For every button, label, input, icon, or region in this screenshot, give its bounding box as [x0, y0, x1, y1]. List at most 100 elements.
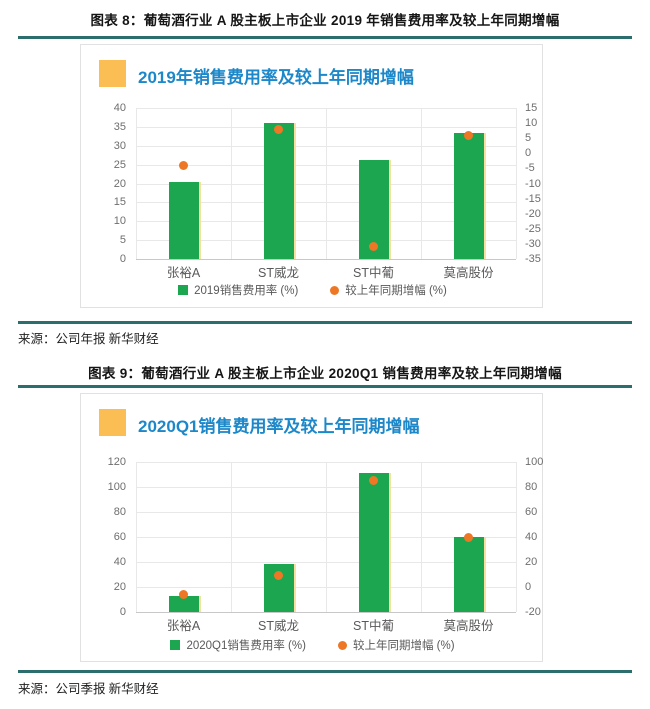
dot-3	[464, 130, 473, 140]
dot-1	[274, 124, 283, 134]
legend-item-0: 2019销售费用率 (%)	[178, 282, 298, 298]
divider-rule	[18, 385, 632, 388]
right-axis-tick-15: 15	[525, 102, 538, 114]
bar-0	[168, 596, 199, 612]
divider-rule	[18, 321, 632, 324]
right-axis-tick--25: -25	[525, 222, 541, 235]
left-axis-tick-60: 60	[113, 531, 126, 543]
right-axis-tick-20: 20	[525, 556, 538, 568]
right-axis-tick-40: 40	[525, 531, 538, 543]
left-axis-tick-5: 5	[119, 234, 126, 247]
right-axis-tick-60: 60	[525, 506, 538, 518]
right-axis-tick-100: 100	[525, 456, 544, 468]
legend-label-1: 较上年同期增幅 (%)	[352, 640, 455, 652]
accent-square-icon	[99, 60, 126, 87]
gridline-y-0	[136, 612, 516, 613]
left-axis-tick-25: 25	[113, 158, 126, 171]
figure8-source: 来源：公司年报 新华财经	[18, 332, 159, 346]
gridline-y-0	[136, 259, 516, 260]
gridline-y-30	[136, 145, 516, 147]
legend-point-swatch-icon	[330, 285, 340, 295]
left-axis-tick-120: 120	[107, 456, 126, 468]
right-axis-tick--35: -35	[525, 253, 541, 265]
legend: 2020Q1销售费用率 (%) 较上年同期增幅 (%)	[81, 637, 544, 653]
category-label-1: ST威龙	[258, 266, 299, 280]
left-axis-tick-15: 15	[113, 196, 126, 209]
right-axis-tick--20: -20	[525, 207, 541, 220]
right-axis-tick-5: 5	[525, 132, 532, 145]
plot-area-2019: 0 5 10 15 20 25 30 35 40 -35 -30 -25 -20 -15 -10 -5 0 5 10…	[81, 45, 542, 307]
chart-card-2019: 2019年销售费用率及较上年同期增幅 0 5 10 15 20 25 30 35 40 -35 -3…	[80, 44, 543, 308]
left-axis-tick-10: 10	[113, 215, 126, 228]
right-axis-tick--20: -20	[525, 606, 541, 618]
legend-label-0: 2019销售费用率 (%)	[194, 285, 299, 297]
figure9-source: 来源：公司季报 新华财经	[18, 682, 159, 696]
bar-0	[168, 181, 199, 259]
left-axis-tick-30: 30	[113, 139, 126, 152]
gridline-y-25	[136, 164, 516, 166]
gridline-y-10	[136, 221, 516, 223]
category-label-0: 张裕A	[166, 266, 201, 280]
dot-2	[369, 242, 378, 252]
category-label-1: ST威龙	[258, 619, 299, 633]
figure9-caption: 图表 9：葡萄酒行业 A 股主板上市企业 2020Q1 销售费用率及较上年同期增…	[88, 366, 562, 381]
left-axis-tick-20: 20	[113, 581, 126, 593]
divider-rule	[18, 670, 632, 673]
left-axis-tick-100: 100	[107, 481, 126, 493]
legend-label-1: 较上年同期增幅 (%)	[345, 285, 447, 297]
legend-point-swatch-icon	[337, 640, 347, 650]
dot-2	[369, 476, 378, 486]
bar-3	[453, 537, 484, 612]
legend-item-0: 2020Q1销售费用率 (%)	[170, 637, 306, 653]
gridline-y-100	[136, 487, 516, 488]
gridline-y-40	[136, 108, 516, 109]
accent-square-icon	[99, 409, 126, 436]
chart-card-2020q1: 2020Q1销售费用率及较上年同期增幅 0 20 40 60 80 100 120 -20 0 2…	[80, 393, 543, 662]
gridline-y-15	[136, 202, 516, 204]
dot-0	[179, 590, 188, 599]
gridline-x-4	[516, 108, 517, 259]
category-label-3: 莫高股份	[443, 266, 494, 280]
bar-2	[358, 473, 389, 613]
gridline-y-5	[136, 240, 516, 242]
right-axis-tick--30: -30	[525, 237, 541, 250]
right-axis-tick-10: 10	[525, 117, 538, 130]
category-label-0: 张裕A	[166, 619, 201, 633]
left-axis-tick-80: 80	[113, 506, 126, 518]
gridline-y-35	[136, 126, 516, 128]
legend-item-1: 较上年同期增幅 (%)	[330, 282, 447, 298]
legend-item-1: 较上年同期增幅 (%)	[337, 637, 455, 653]
plot-area-2020q1: 0 20 40 60 80 100 120 -20 0 20 40 60 80 100 张裕A ST威龙 ST中…	[81, 394, 544, 661]
gridline-y-40	[136, 562, 516, 563]
left-axis-tick-40: 40	[113, 556, 126, 568]
right-axis-tick--10: -10	[525, 177, 541, 190]
right-axis-tick-80: 80	[525, 481, 538, 493]
figure8-caption: 图表 8：葡萄酒行业 A 股主板上市企业 2019 年销售费用率及较上年同期增幅	[90, 13, 560, 28]
right-axis-tick-0: 0	[525, 581, 532, 593]
bar-1	[263, 123, 294, 259]
category-label-2: ST中葡	[353, 266, 394, 280]
category-label-3: 莫高股份	[443, 619, 494, 633]
legend-label-0: 2020Q1销售费用率 (%)	[186, 640, 306, 652]
dot-1	[274, 571, 283, 581]
gridline-y-120	[136, 462, 516, 463]
right-axis-tick-0: 0	[525, 147, 532, 160]
right-axis-tick--5: -5	[525, 162, 535, 175]
left-axis-tick-35: 35	[113, 120, 126, 133]
legend: 2019销售费用率 (%) 较上年同期增幅 (%)	[81, 282, 544, 298]
legend-bar-swatch-icon	[178, 285, 189, 295]
chart-title-2020q1: 2020Q1销售费用率及较上年同期增幅	[138, 417, 420, 436]
bar-3	[453, 132, 484, 259]
legend-bar-swatch-icon	[170, 640, 181, 650]
gridline-y-60	[136, 537, 516, 538]
left-axis-tick-0: 0	[119, 606, 126, 618]
gridline-y-20	[136, 587, 516, 588]
right-axis-tick--15: -15	[525, 192, 541, 205]
gridline-y-20	[136, 183, 516, 185]
category-label-2: ST中葡	[353, 619, 394, 633]
divider-rule	[18, 36, 632, 39]
left-axis-tick-20: 20	[113, 177, 126, 190]
left-axis-tick-40: 40	[113, 102, 126, 114]
gridline-y-80	[136, 512, 516, 513]
left-axis-tick-0: 0	[119, 253, 126, 265]
